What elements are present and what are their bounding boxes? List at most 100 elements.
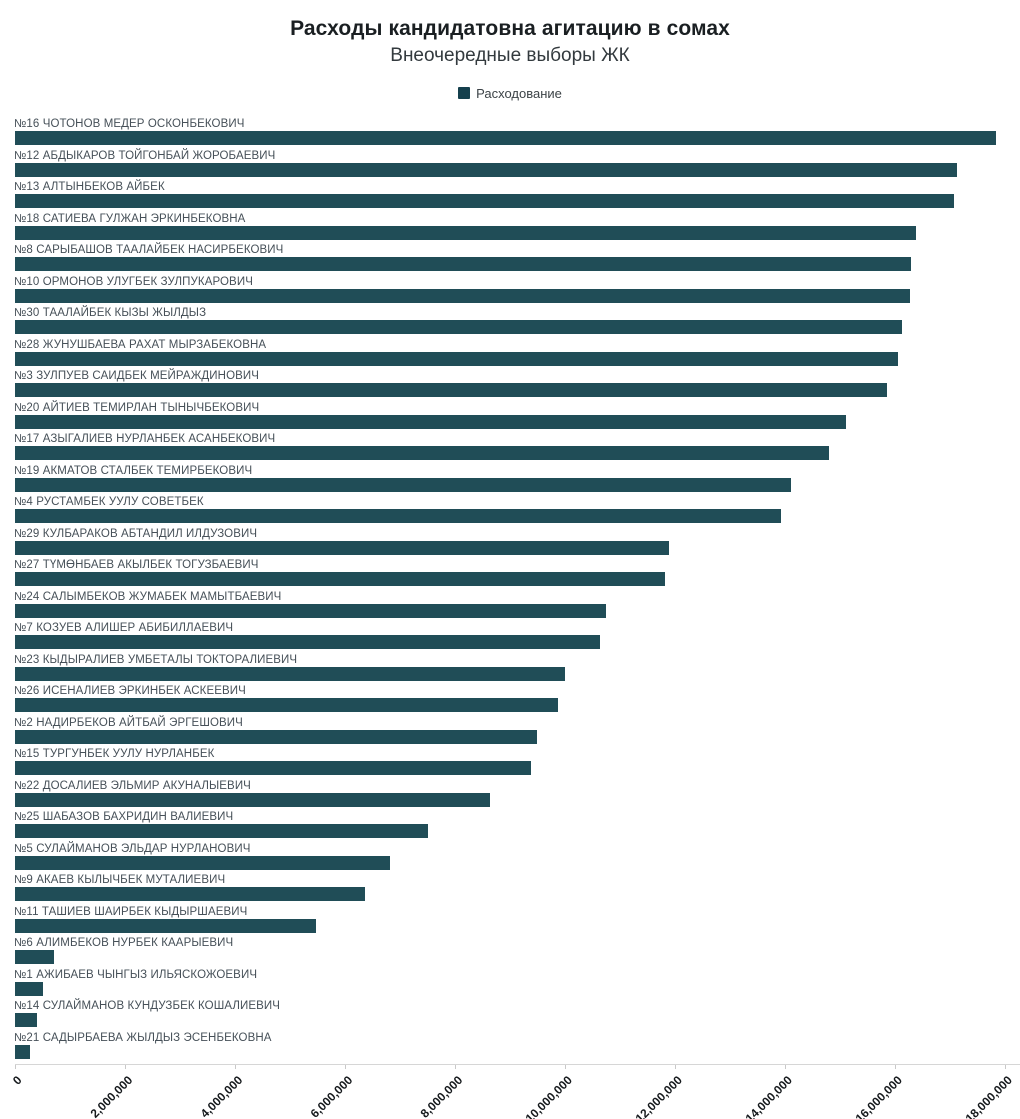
- bar[interactable]: [15, 824, 429, 838]
- bar-track: [15, 950, 1005, 964]
- bar-label: №2 НАДИРБЕКОВ АЙТБАЙ ЭРГЕШОВИЧ: [14, 716, 243, 729]
- chart-header: Расходы кандидатовна агитацию в сомах Вн…: [0, 0, 1020, 101]
- bar-label: №6 АЛИМБЕКОВ НУРБЕК КААРЫЕВИЧ: [14, 937, 234, 949]
- x-axis-tick-label: 14,000,000: [742, 1073, 795, 1119]
- bar-label: №24 САЛЫМБЕКОВ ЖУМАБЕК МАМЫТБАЕВИЧ: [14, 590, 282, 603]
- bar[interactable]: [15, 887, 365, 901]
- x-axis-tick-label: 2,000,000: [87, 1073, 135, 1119]
- bar-label: №20 АЙТИЕВ ТЕМИРЛАН ТЫНЫЧБЕКОВИЧ: [14, 401, 260, 414]
- bar[interactable]: [15, 414, 847, 429]
- bar[interactable]: [15, 981, 44, 996]
- bar-row: №25 ШАБАЗОВ БАХРИДИН ВАЛИЕВИЧ: [14, 811, 1005, 838]
- bar-label: №12 АБДЫКАРОВ ТОЙГОНБАЙ ЖОРОБАЕВИЧ: [14, 149, 276, 162]
- bar-track: [15, 446, 1005, 460]
- bar-track: [15, 320, 1005, 334]
- bar[interactable]: [15, 194, 954, 208]
- x-axis-tick-mark: [565, 1065, 566, 1069]
- bar[interactable]: [15, 509, 782, 523]
- x-axis-tick-label: 6,000,000: [307, 1073, 355, 1119]
- bar[interactable]: [15, 351, 898, 366]
- bar-label: №3 ЗУЛПУЕВ САИДБЕК МЕЙРАЖДИНОВИЧ: [14, 370, 260, 382]
- bar-label: №15 ТУРГУНБЕК УУЛУ НУРЛАНБЕК: [14, 748, 215, 760]
- bar-track: [15, 824, 1005, 838]
- bar-label: №11 ТАШИЕВ ШАИРБЕК КЫДЫРШАЕВИЧ: [14, 905, 248, 918]
- bar-track: [15, 131, 1005, 145]
- bar-row: №3 ЗУЛПУЕВ САИДБЕК МЕЙРАЖДИНОВИЧ: [14, 370, 1005, 397]
- bar-track: [15, 603, 1005, 618]
- bar[interactable]: [15, 666, 565, 681]
- bar[interactable]: [15, 257, 911, 271]
- bar[interactable]: [15, 225, 916, 240]
- bar[interactable]: [15, 729, 537, 744]
- bar[interactable]: [15, 446, 829, 460]
- bar-row: №15 ТУРГУНБЕК УУЛУ НУРЛАНБЕК: [14, 748, 1005, 775]
- bar[interactable]: [15, 162, 958, 177]
- bar[interactable]: [15, 603, 607, 618]
- chart-rows: №16 ЧОТОНОВ МЕДЕР ОСКОНБЕКОВИЧ №12 АБДЫК…: [14, 118, 1005, 1059]
- x-axis-tick-mark: [235, 1065, 236, 1069]
- bar[interactable]: [15, 950, 55, 964]
- bar-row: №1 АЖИБАЕВ ЧЫНГЫЗ ИЛЬЯСКОЖОЕВИЧ: [14, 968, 1005, 996]
- bar-track: [15, 855, 1005, 870]
- x-axis-tick-mark: [345, 1065, 346, 1069]
- bar[interactable]: [15, 383, 887, 397]
- bar-row: №26 ИСЕНАЛИЕВ ЭРКИНБЕК АСКЕЕВИЧ: [14, 685, 1005, 712]
- bar-row: №27 ТҮМӨНБАЕВ АКЫЛБЕК ТОГУЗБАЕВИЧ: [14, 559, 1005, 586]
- x-axis-tick-mark: [785, 1065, 786, 1069]
- bar-track: [15, 698, 1005, 712]
- bar-track: [15, 729, 1005, 744]
- bar-row: №28 ЖУНУШБАЕВА РАХАТ МЫРЗАБЕКОВНА: [14, 339, 1005, 366]
- bar[interactable]: [15, 540, 669, 555]
- bar-label: №22 ДОСАЛИЕВ ЭЛЬМИР АКУНАЛЫЕВИЧ: [14, 779, 251, 792]
- bar[interactable]: [15, 698, 558, 712]
- bar-label: №5 СУЛАЙМАНОВ ЭЛЬДАР НУРЛАНОВИЧ: [14, 842, 251, 855]
- bar-track: [15, 477, 1005, 492]
- bar[interactable]: [15, 320, 903, 334]
- legend-swatch-icon: [458, 87, 471, 99]
- bar-track: [15, 194, 1005, 208]
- bar[interactable]: [15, 572, 666, 586]
- bar-label: №23 КЫДЫРАЛИЕВ УМБЕТАЛЫ ТОКТОРАЛИЕВИЧ: [14, 653, 298, 666]
- bar[interactable]: [15, 1013, 37, 1027]
- bar-row: №10 ОРМОНОВ УЛУГБЕК ЗУЛПУКАРОВИЧ: [14, 276, 1005, 303]
- bar-label: №17 АЗЫГАЛИЕВ НУРЛАНБЕК АСАНБЕКОВИЧ: [14, 433, 276, 445]
- bar-track: [15, 666, 1005, 681]
- bar-chart: №16 ЧОТОНОВ МЕДЕР ОСКОНБЕКОВИЧ №12 АБДЫК…: [0, 118, 1020, 1119]
- x-axis-tick-label: 4,000,000: [197, 1073, 245, 1119]
- bar-row: №2 НАДИРБЕКОВ АЙТБАЙ ЭРГЕШОВИЧ: [14, 716, 1005, 744]
- legend-item-expenditure[interactable]: Расходование: [458, 86, 562, 101]
- bar-row: №22 ДОСАЛИЕВ ЭЛЬМИР АКУНАЛЫЕВИЧ: [14, 779, 1005, 807]
- bar-track: [15, 1044, 1005, 1059]
- bar[interactable]: [15, 477, 792, 492]
- bar-label: №13 АЛТЫНБЕКОВ АЙБЕК: [14, 181, 165, 193]
- bar-label: №1 АЖИБАЕВ ЧЫНГЫЗ ИЛЬЯСКОЖОЕВИЧ: [14, 968, 258, 981]
- bar[interactable]: [15, 918, 316, 933]
- bar-track: [15, 792, 1005, 807]
- bar-row: №20 АЙТИЕВ ТЕМИРЛАН ТЫНЫЧБЕКОВИЧ: [14, 401, 1005, 429]
- bar[interactable]: [15, 1044, 30, 1059]
- bar-track: [15, 225, 1005, 240]
- bar[interactable]: [15, 855, 391, 870]
- bar-row: №13 АЛТЫНБЕКОВ АЙБЕК: [14, 181, 1005, 208]
- bar[interactable]: [15, 635, 601, 649]
- x-axis-tick-label: 8,000,000: [417, 1073, 465, 1119]
- bar-label: №30 ТААЛАЙБЕК КЫЗЫ ЖЫЛДЫЗ: [14, 307, 207, 319]
- bar-row: №23 КЫДЫРАЛИЕВ УМБЕТАЛЫ ТОКТОРАЛИЕВИЧ: [14, 653, 1005, 681]
- bar-track: [15, 1013, 1005, 1027]
- bar-label: №27 ТҮМӨНБАЕВ АКЫЛБЕК ТОГУЗБАЕВИЧ: [14, 559, 259, 571]
- bar[interactable]: [15, 792, 491, 807]
- bar-track: [15, 887, 1005, 901]
- bar-track: [15, 540, 1005, 555]
- bar-row: №30 ТААЛАЙБЕК КЫЗЫ ЖЫЛДЫЗ: [14, 307, 1005, 334]
- chart-title: Расходы кандидатовна агитацию в сомах: [290, 17, 730, 40]
- bar-track: [15, 509, 1005, 523]
- bar[interactable]: [15, 761, 531, 775]
- bar-label: №9 АКАЕВ КЫЛЫЧБЕК МУТАЛИЕВИЧ: [14, 874, 226, 886]
- bar[interactable]: [15, 131, 997, 145]
- bar-row: №9 АКАЕВ КЫЛЫЧБЕК МУТАЛИЕВИЧ: [14, 874, 1005, 901]
- bar-track: [15, 351, 1005, 366]
- bar[interactable]: [15, 288, 910, 303]
- bar-track: [15, 288, 1005, 303]
- x-axis-tick-mark: [15, 1065, 16, 1069]
